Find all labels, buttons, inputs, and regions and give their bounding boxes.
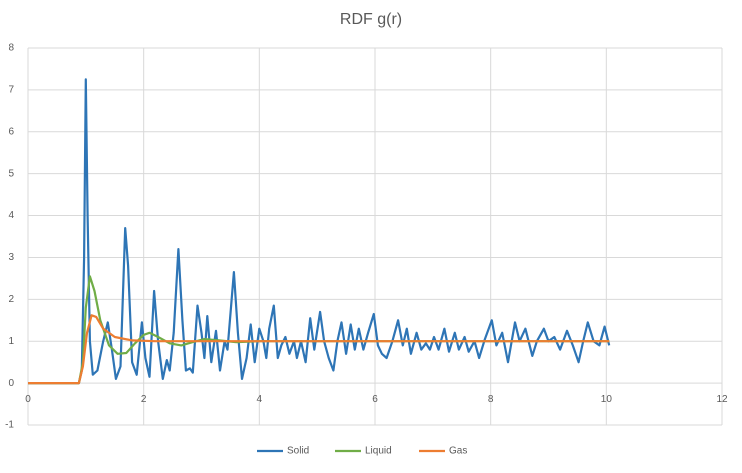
y-tick-label: 4	[8, 210, 14, 221]
legend-label: Liquid	[365, 446, 392, 457]
x-tick-label: 10	[601, 394, 613, 405]
x-tick-label: 2	[141, 394, 147, 405]
legend-label: Gas	[449, 446, 467, 457]
x-tick-label: 0	[25, 394, 31, 405]
series-line	[28, 314, 610, 385]
series-line	[28, 275, 610, 385]
y-tick-label: -1	[5, 420, 14, 431]
x-tick-label: 8	[488, 394, 494, 405]
x-tick-label: 6	[372, 394, 378, 405]
y-tick-label: 6	[8, 126, 14, 137]
y-tick-label: 8	[8, 43, 14, 54]
y-tick-label: 7	[8, 85, 14, 96]
y-tick-label: 5	[8, 168, 14, 179]
x-tick-label: 12	[716, 394, 728, 405]
chart-title: RDF g(r)	[340, 11, 402, 28]
y-tick-label: 2	[8, 294, 14, 305]
legend-label: Solid	[287, 446, 309, 457]
y-tick-label: 3	[8, 252, 14, 263]
x-tick-label: 4	[257, 394, 263, 405]
y-tick-label: 0	[8, 378, 14, 389]
y-tick-label: 1	[8, 336, 14, 347]
